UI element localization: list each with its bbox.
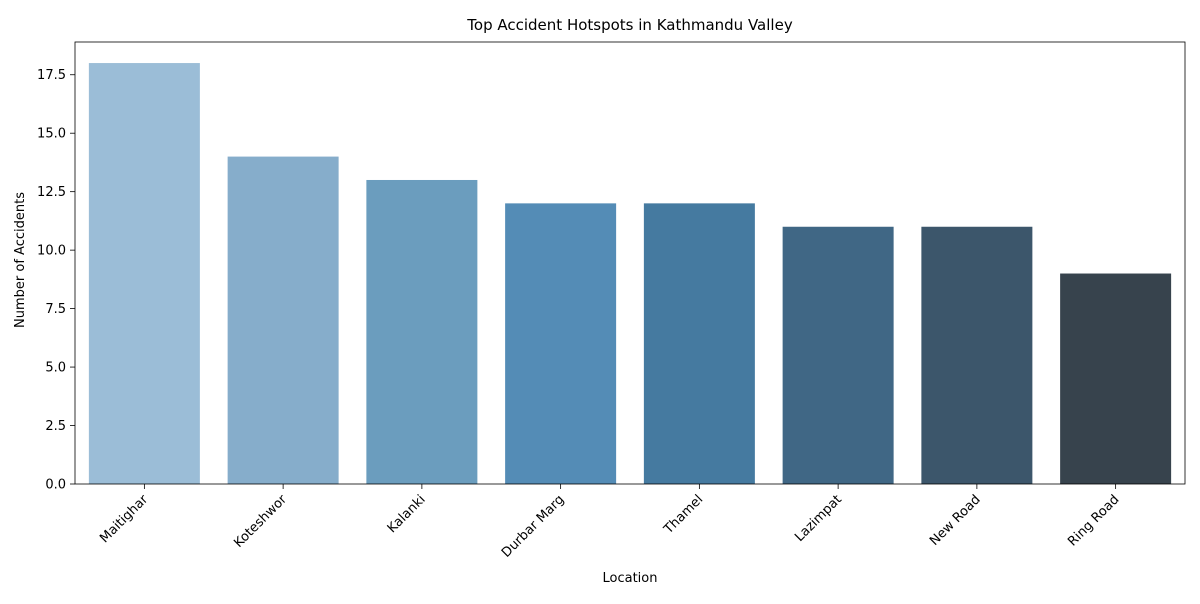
y-tick-label: 10.0	[37, 244, 66, 259]
y-tick-label: 7.5	[45, 302, 66, 317]
bars-group	[88, 63, 1172, 485]
bar-lazimpat	[782, 226, 894, 484]
y-tick-label: 15.0	[37, 127, 66, 142]
x-tick-label: New Road	[927, 492, 984, 549]
bar-kalanki	[366, 179, 478, 485]
bar-thamel	[643, 203, 755, 484]
bar-koteshwor	[227, 156, 339, 484]
y-tick-label: 5.0	[45, 361, 66, 376]
bar-ring-road	[1060, 273, 1172, 484]
x-tick-label: Durbar Marg	[499, 492, 567, 560]
x-tick-label: Maitighar	[97, 492, 151, 546]
y-tick-label: 17.5	[37, 68, 66, 83]
plot-frame	[74, 41, 1186, 485]
bar-new-road	[921, 226, 1033, 484]
x-tick-label: Koteshwor	[231, 492, 290, 551]
x-axis: Maitighar Koteshwor Kalanki Durbar Marg Tham…	[97, 484, 1122, 561]
x-tick-label: Thamel	[661, 492, 707, 538]
chart-title: Top Accident Hotspots in Kathmandu Valle…	[466, 16, 793, 34]
x-axis-label: Location	[603, 571, 658, 586]
bar-maitighar	[88, 63, 200, 485]
x-tick-label: Ring Road	[1065, 492, 1122, 549]
y-tick-label: 2.5	[45, 419, 66, 434]
y-axis-label: Number of Accidents	[13, 192, 28, 328]
y-tick-label: 0.0	[45, 478, 66, 493]
y-tick-label: 12.5	[37, 185, 66, 200]
y-axis: 0.0 2.5 5.0 7.5 10.0 12.5 15.0 17.5	[37, 68, 75, 493]
bar-durbar-marg	[505, 203, 617, 484]
x-tick-label: Kalanki	[385, 492, 429, 536]
x-tick-label: Lazimpat	[792, 492, 845, 545]
